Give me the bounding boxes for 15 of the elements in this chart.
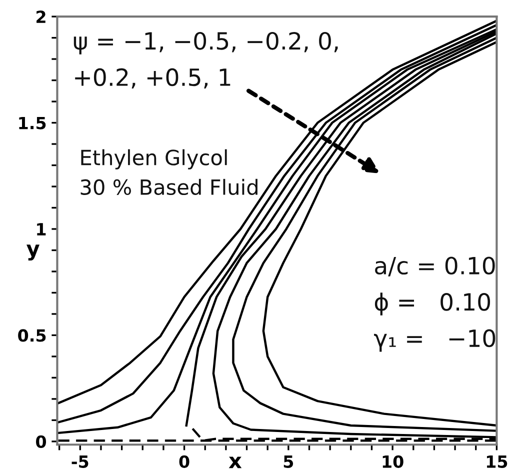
- y-tick-label: 0.5: [18, 329, 46, 342]
- annotation: Ethylen Glycol 30 % Based Fluid: [80, 149, 258, 196]
- y-tick-label: 1: [37, 223, 46, 236]
- annotation: a/c = 0.10 ϕ = 0.10 γ₁ = −10: [374, 256, 496, 352]
- y-tick-label: 2: [36, 10, 46, 23]
- y-axis-title: y: [26, 244, 40, 261]
- y-tick-label: 0: [36, 435, 46, 448]
- annotation: ψ = −1, −0.5, −0.2, 0, +0.2, +0.5, 1: [74, 32, 338, 89]
- x-tick-label: 5: [284, 456, 294, 468]
- x-axis-title: x: [228, 456, 242, 468]
- y-tick-label: 1.5: [19, 116, 46, 130]
- x-tick-label: -5: [72, 456, 88, 468]
- x-tick-label: 10: [382, 455, 404, 468]
- x-tick-label: 0: [179, 455, 190, 468]
- x-tick-label: 15: [486, 456, 508, 468]
